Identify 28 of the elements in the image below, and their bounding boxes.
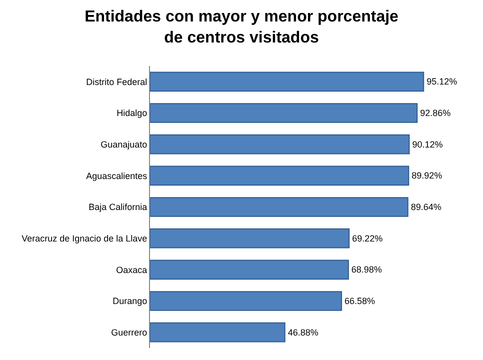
bar (150, 322, 286, 342)
y-tick-label: Baja California (88, 202, 148, 212)
bar (150, 228, 350, 248)
data-label: 92.86% (420, 108, 451, 118)
y-tick-label: Veracruz de Ignacio de la Llave (22, 233, 148, 244)
y-tick-label: Guerrero (111, 327, 148, 338)
bar (150, 166, 410, 186)
bar (150, 291, 342, 311)
bar (150, 103, 418, 123)
chart-title: Entidades con mayor y menor porcentaje de centros visitados (84, 8, 399, 46)
y-tick-label: Distrito Federal (86, 76, 148, 87)
data-label: 66.58% (344, 296, 376, 306)
y-tick-label: Durango (112, 296, 148, 306)
data-label: 46.88% (288, 327, 318, 338)
bar (150, 197, 408, 217)
bar (150, 134, 410, 154)
data-label: 90.12% (412, 139, 443, 150)
bar (150, 72, 424, 92)
y-tick-label: Hidalgo (116, 108, 148, 118)
bar (150, 260, 349, 280)
y-tick-label: Guanajuato (100, 139, 148, 150)
y-tick-label: Oaxaca (116, 264, 148, 275)
data-label: 89.64% (410, 202, 442, 212)
data-label: 95.12% (426, 76, 458, 87)
y-tick-label: Aguascalientes (86, 170, 148, 181)
data-label: 89.92% (412, 170, 442, 181)
data-label: 69.22% (352, 233, 383, 244)
data-label: 68.98% (351, 264, 382, 275)
